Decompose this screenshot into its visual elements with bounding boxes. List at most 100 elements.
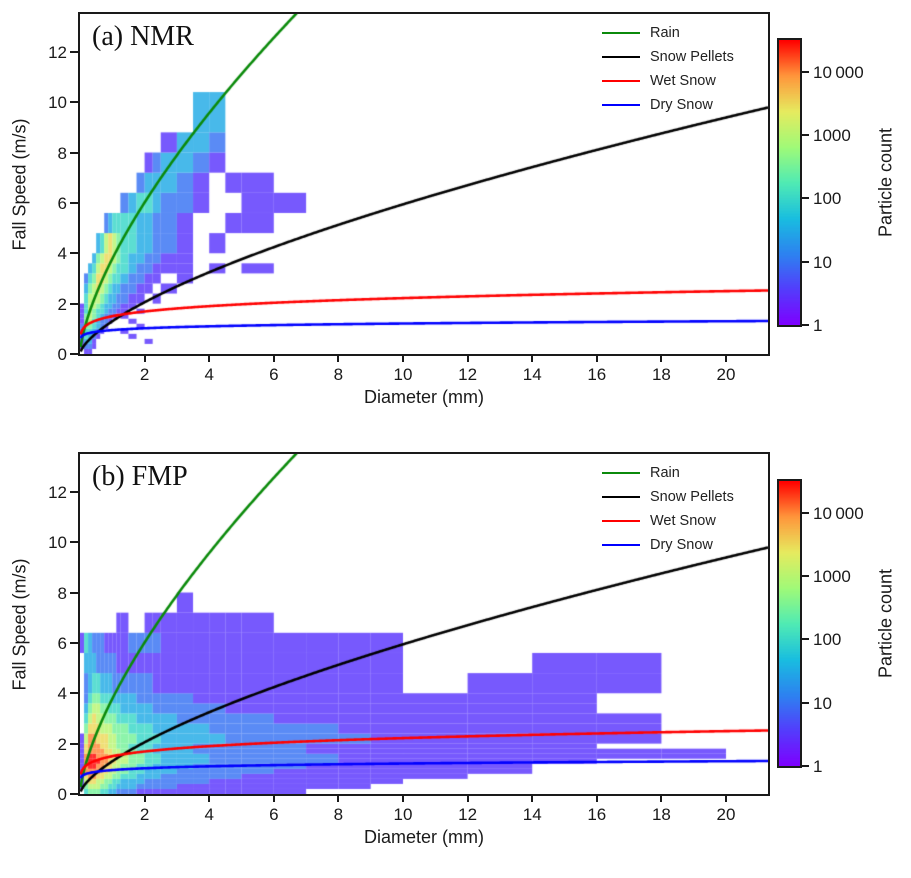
legend-fmp: Rain Snow Pellets Wet Snow Dry Snow: [602, 461, 772, 557]
x-tick: [725, 354, 727, 362]
legend-label-snow-pellets: Snow Pellets: [650, 489, 734, 505]
colorbar-tick: [802, 701, 809, 704]
y-tick: [70, 353, 78, 355]
x-tick-label: 16: [587, 365, 607, 384]
y-axis-label: Fall Speed (m/s): [9, 118, 30, 251]
x-tick-label: 2: [139, 365, 150, 384]
wet-snow-line-swatch: [602, 520, 640, 522]
legend-item-dry-snow: Dry Snow: [602, 533, 772, 557]
colorbar-tick-label: 1000: [813, 126, 851, 145]
x-tick: [337, 794, 340, 802]
x-tick-label: 4: [204, 365, 214, 384]
y-tick: [70, 591, 78, 594]
x-tick: [466, 354, 469, 362]
x-tick: [208, 354, 211, 362]
x-tick-label: 14: [522, 805, 542, 824]
y-tick-label: 12: [48, 482, 67, 502]
colorbar-tick-label: 10: [813, 252, 832, 272]
x-tick: [143, 794, 146, 802]
legend-item-wet-snow: Wet Snow: [602, 509, 772, 533]
x-tick: [272, 794, 275, 802]
y-tick: [70, 201, 78, 204]
y-tick-label: 8: [57, 143, 67, 163]
x-tick: [660, 794, 663, 802]
colorbar-tick: [802, 638, 809, 641]
x-tick-label: 10: [393, 365, 413, 384]
colorbar-tick: [802, 324, 809, 326]
colorbar-label: Particle count: [875, 127, 896, 238]
x-tick: [143, 354, 146, 362]
x-tick-label: 8: [333, 365, 344, 384]
dry-snow-line-swatch: [602, 104, 640, 106]
colorbar-tick-label: 1: [813, 757, 823, 776]
x-tick-label: 12: [458, 365, 478, 384]
x-tick: [466, 794, 469, 802]
y-tick-label: 10: [48, 533, 67, 553]
y-tick: [70, 302, 78, 305]
colorbar-frame-nmr: [777, 38, 802, 327]
y-tick-label: 0: [57, 345, 67, 364]
legend-item-rain: Rain: [602, 21, 772, 45]
rain-line-swatch: [602, 472, 640, 474]
y-tick: [70, 490, 78, 493]
colorbar-tick-label: 100: [813, 189, 842, 209]
legend-label-wet-snow: Wet Snow: [650, 513, 716, 529]
legend-item-dry-snow: Dry Snow: [602, 93, 772, 117]
x-tick-label: 8: [333, 805, 344, 824]
y-tick-label: 6: [57, 193, 67, 213]
legend-label-rain: Rain: [650, 25, 680, 41]
wet-snow-line-swatch: [602, 80, 640, 82]
plot-frame-fmp: [78, 452, 770, 796]
plot-frame-nmr: [78, 12, 770, 356]
colorbar-frame-fmp: [777, 479, 802, 768]
legend-item-snow-pellets: Snow Pellets: [602, 485, 772, 509]
x-tick: [595, 354, 598, 362]
x-axis-label: Diameter (mm): [364, 387, 484, 407]
x-tick: [402, 794, 404, 802]
colorbar-tick-label: 1: [813, 316, 823, 335]
colorbar-tick: [802, 511, 809, 514]
colorbar-tick-label: 10 000: [813, 503, 864, 523]
colorbar-tick: [802, 260, 809, 263]
x-tick-label: 6: [269, 805, 279, 824]
y-tick-label: 2: [57, 734, 67, 754]
colorbar-tick: [802, 70, 809, 73]
x-tick: [208, 794, 211, 802]
x-tick-label: 4: [204, 805, 214, 824]
y-tick: [70, 151, 78, 154]
heatmap-canvas-fmp: [80, 454, 768, 794]
y-tick-label: 2: [57, 294, 67, 314]
legend-label-rain: Rain: [650, 465, 680, 481]
legend-item-wet-snow: Wet Snow: [602, 69, 772, 93]
colorbar-tick: [802, 197, 809, 200]
x-tick: [595, 794, 598, 802]
x-tick-label: 14: [522, 365, 542, 384]
y-tick: [70, 50, 78, 53]
x-tick: [272, 354, 275, 362]
x-axis-label: Diameter (mm): [364, 827, 484, 847]
y-tick-label: 4: [57, 684, 67, 704]
x-tick-label: 12: [458, 805, 478, 824]
snow-pellets-line-swatch: [602, 56, 640, 58]
x-tick: [531, 354, 534, 362]
legend-nmr: Rain Snow Pellets Wet Snow Dry Snow: [602, 21, 772, 117]
y-tick: [70, 641, 78, 644]
y-tick-label: 0: [57, 785, 67, 804]
y-tick: [70, 742, 78, 745]
x-tick: [725, 794, 727, 802]
y-tick-label: 6: [57, 633, 67, 653]
rain-line-swatch: [602, 32, 640, 34]
x-tick: [660, 354, 663, 362]
y-tick: [70, 793, 78, 795]
colorbar-tick-label: 1000: [813, 567, 851, 586]
legend-item-snow-pellets: Snow Pellets: [602, 45, 772, 69]
legend-label-wet-snow: Wet Snow: [650, 73, 716, 89]
colorbar-fmp: [779, 481, 800, 766]
colorbar-nmr: [779, 40, 800, 325]
x-tick-label: 16: [587, 805, 607, 824]
panel-label-fmp: (b) FMP: [92, 461, 188, 492]
x-tick: [337, 354, 340, 362]
y-tick: [70, 541, 78, 544]
x-tick-label: 6: [269, 365, 279, 384]
